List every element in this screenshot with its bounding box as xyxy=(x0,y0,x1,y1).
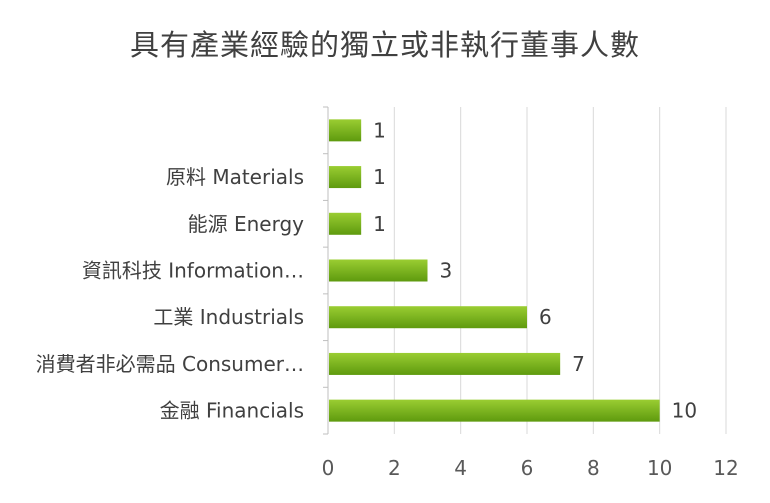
labels: 0 2 4 6 8 10 12 1 原料 Materials 1 能源 Energy 1 資訊科技 In… xyxy=(36,118,739,480)
x-tick-label: 10 xyxy=(647,456,672,480)
data-label: 1 xyxy=(373,212,386,236)
data-label: 1 xyxy=(373,165,386,189)
bar xyxy=(329,166,362,189)
bar xyxy=(329,212,362,235)
data-label: 1 xyxy=(373,118,386,142)
bar xyxy=(329,119,362,142)
x-tick-label: 6 xyxy=(521,456,534,480)
category-label: 金融 Financials xyxy=(160,399,304,423)
chart-title: 具有產業經驗的獨立或非執行董事人數 xyxy=(129,28,640,62)
x-tick-label: 4 xyxy=(454,456,467,480)
category-label: 消費者非必需品 Consumer… xyxy=(36,352,304,376)
data-label: 10 xyxy=(672,399,697,423)
x-tick-label: 0 xyxy=(322,456,335,480)
bars xyxy=(329,119,660,422)
category-label: 能源 Energy xyxy=(188,212,305,236)
data-label: 3 xyxy=(440,259,453,283)
category-label: 工業 Industrials xyxy=(153,305,304,329)
category-label: 資訊科技 Information… xyxy=(82,259,304,283)
bar xyxy=(329,399,660,422)
bar xyxy=(329,259,428,282)
data-label: 6 xyxy=(539,305,552,329)
x-tick-label: 8 xyxy=(587,456,600,480)
x-tick-label: 2 xyxy=(388,456,401,480)
bar xyxy=(329,352,561,375)
bar xyxy=(329,306,527,329)
x-tick-label: 12 xyxy=(713,456,738,480)
gridlines xyxy=(393,107,727,434)
axes xyxy=(323,106,329,435)
category-label: 原料 Materials xyxy=(166,165,304,189)
data-label: 7 xyxy=(572,352,585,376)
